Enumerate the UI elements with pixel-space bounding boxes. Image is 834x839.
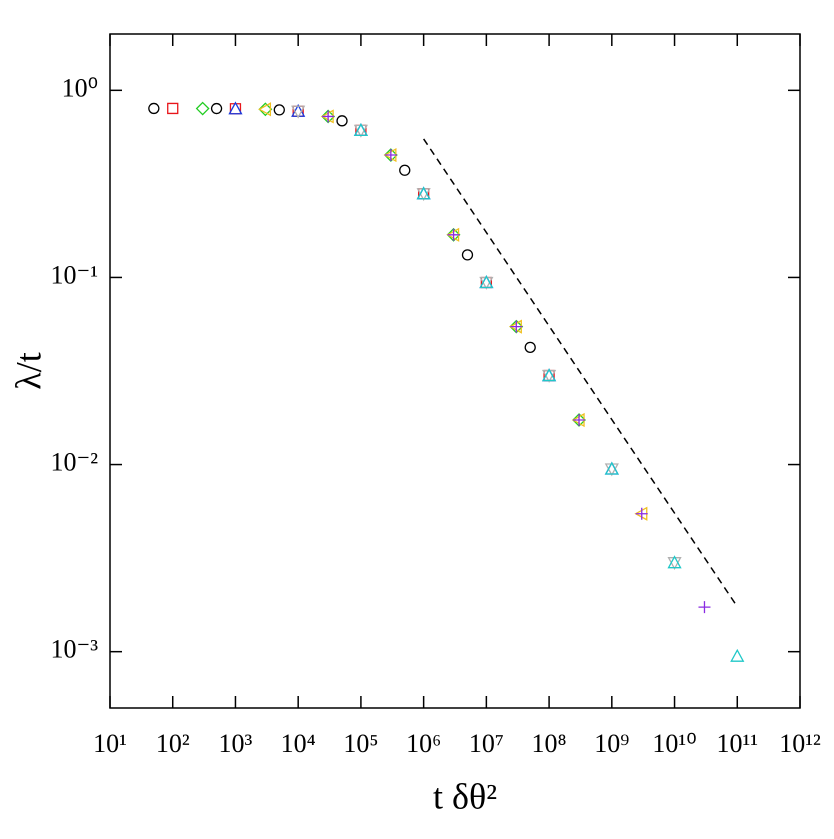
y-tick-label: 10⁻³ [50, 635, 98, 664]
data-point [258, 102, 273, 117]
data-point [336, 115, 348, 127]
plot-frame [109, 33, 801, 709]
data-point [541, 368, 557, 382]
reference-line [423, 138, 738, 608]
y-tick-label: 10⁻¹ [50, 260, 98, 289]
data-point [291, 105, 306, 119]
x-tick-label: 10¹¹ [716, 729, 758, 758]
data-point [461, 249, 474, 261]
x-tick-label: 10¹² [779, 729, 821, 758]
data-point [573, 414, 586, 427]
data-point [273, 104, 285, 116]
data-point [698, 601, 711, 614]
data-point [322, 110, 335, 123]
data-point [572, 413, 586, 427]
x-tick-label: 10¹ [93, 729, 127, 758]
y-axis-label: λ/t [8, 352, 48, 389]
data-point [479, 275, 494, 289]
x-axis-label: t δθ² [433, 776, 497, 816]
data-point [447, 228, 460, 241]
x-tick-label: 10¹⁰ [652, 729, 696, 758]
data-point [509, 319, 524, 334]
x-tick-label: 10⁶ [406, 729, 441, 758]
data-point [667, 555, 682, 569]
y-tick-label: 10⁻² [50, 448, 98, 477]
y-tick-label: 10⁰ [62, 73, 98, 102]
data-point [416, 186, 431, 200]
data-point [195, 101, 210, 116]
data-point [510, 320, 523, 333]
data-point [730, 648, 745, 662]
data-point [384, 149, 397, 162]
x-tick-label: 10⁵ [343, 729, 378, 758]
x-tick-label: 10³ [219, 729, 253, 758]
x-tick-label: 10⁸ [532, 729, 567, 758]
data-point [524, 341, 536, 353]
x-tick-label: 10² [156, 729, 190, 758]
data-point [399, 164, 411, 176]
x-tick-label: 10⁹ [594, 729, 629, 758]
data-point [635, 507, 648, 520]
data-point [210, 102, 223, 115]
data-point [148, 102, 160, 115]
data-point [353, 123, 369, 137]
data-point [167, 102, 179, 115]
data-point [228, 101, 243, 115]
x-tick-label: 10⁴ [281, 729, 316, 758]
data-point [258, 102, 272, 117]
data-point [604, 461, 619, 475]
x-tick-label: 10⁷ [469, 729, 504, 758]
